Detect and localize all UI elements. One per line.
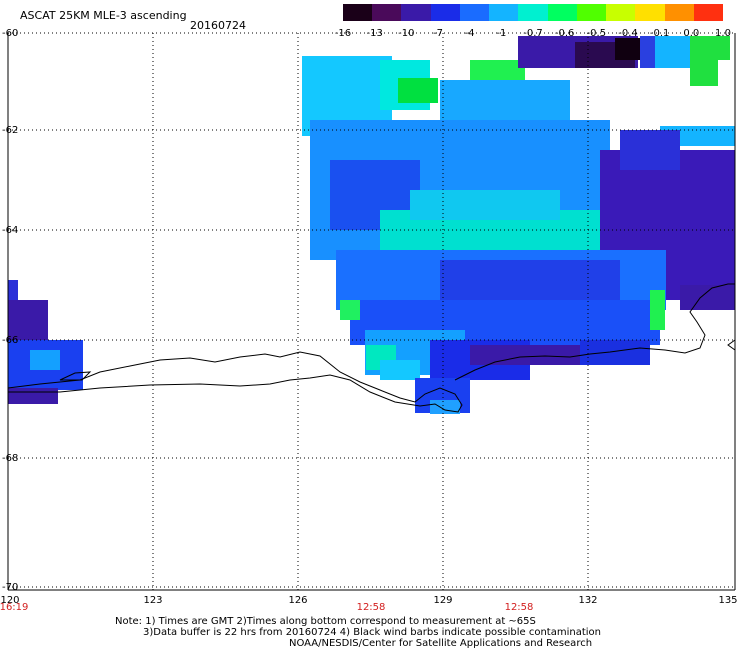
- lon-label: 129: [433, 595, 453, 606]
- legend-label: -13: [366, 28, 383, 39]
- lon-label: 135: [718, 595, 738, 606]
- lon-label: 123: [143, 595, 163, 606]
- lat-label: -66: [2, 335, 19, 346]
- time-label: 12:58: [504, 602, 534, 613]
- lon-label: 132: [578, 595, 598, 606]
- legend-swatch: [635, 4, 666, 21]
- legend-swatch: [372, 4, 402, 21]
- legend-swatch: [518, 4, 549, 21]
- legend-swatch: [693, 4, 724, 21]
- map-title: ASCAT 25KM MLE-3 ascending: [20, 9, 187, 22]
- wind-swath-top-strip: [518, 36, 730, 90]
- lat-label: -68: [2, 453, 19, 464]
- time-label: 12:58: [356, 602, 386, 613]
- legend-label: -0.6: [554, 28, 575, 39]
- legend-label: -0.7: [523, 28, 543, 39]
- color-legend: [343, 4, 724, 21]
- map-date: 20160724: [190, 19, 246, 32]
- note-line-3: NOAA/NESDIS/Center for Satellite Applica…: [289, 638, 593, 649]
- wind-swath-left: [8, 280, 83, 404]
- legend-label: -7: [433, 28, 443, 39]
- coastline-east: [454, 283, 736, 381]
- note-line-1: Note: 1) Times are GMT 2)Times along bot…: [115, 616, 536, 627]
- legend-swatch: [606, 4, 636, 21]
- legend-label: -4: [464, 28, 475, 39]
- plot-frame: [7, 33, 736, 591]
- legend-label: -1: [496, 28, 507, 39]
- legend-swatch: [664, 4, 695, 21]
- lon-label: 120: [0, 595, 20, 606]
- time-label: 16:19: [0, 602, 29, 613]
- legend-label: 1.0: [715, 28, 731, 39]
- legend-swatch: [547, 4, 578, 21]
- lat-label: -60: [2, 28, 19, 39]
- legend-label: -10: [398, 28, 415, 39]
- legend-swatch: [343, 4, 373, 21]
- grid-lines: [8, 32, 735, 590]
- wind-swath-main: [302, 56, 735, 414]
- lat-label: -64: [2, 225, 19, 236]
- lon-label: 126: [288, 595, 308, 606]
- legend-swatch: [576, 4, 607, 21]
- legend-label: -0.1: [649, 28, 670, 39]
- legend-swatch: [401, 4, 432, 21]
- legend-label: -0.4: [618, 28, 638, 39]
- lat-label: -62: [2, 125, 19, 136]
- legend-swatch: [459, 4, 490, 21]
- legend-label: 0.0: [683, 28, 700, 39]
- legend-label: -0.5: [586, 28, 607, 39]
- island-outline: [59, 371, 92, 381]
- legend-swatch: [489, 4, 519, 21]
- coastline: [7, 351, 463, 413]
- lat-label: -70: [2, 582, 19, 593]
- legend-swatch: [430, 4, 461, 21]
- note-line-2: 3)Data buffer is 22 hrs from 20160724 4)…: [143, 627, 601, 638]
- legend-label: -16: [334, 28, 352, 39]
